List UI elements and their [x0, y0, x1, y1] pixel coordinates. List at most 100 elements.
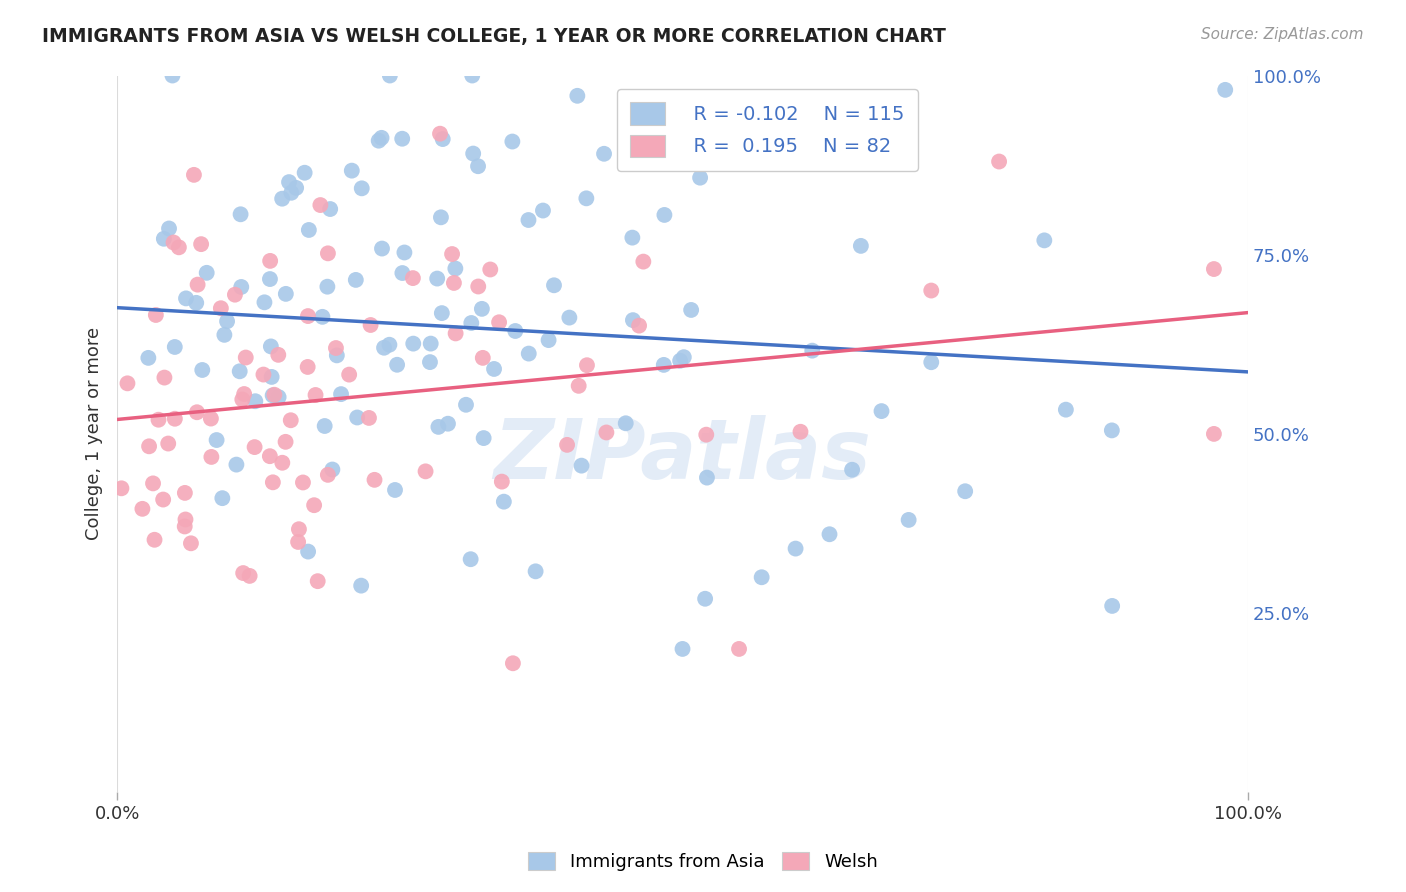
Point: [491, 475, 513, 489]
Point: [187, 277, 209, 292]
Point: [415, 464, 437, 478]
Point: [460, 316, 482, 330]
Point: [162, 235, 184, 250]
Point: [245, 394, 267, 409]
Point: [471, 301, 494, 316]
Point: [363, 473, 385, 487]
Point: [233, 387, 256, 401]
Point: [186, 405, 208, 419]
Point: [157, 221, 180, 235]
Point: [517, 346, 540, 360]
Point: [669, 353, 692, 368]
Point: [307, 574, 329, 589]
Point: [501, 135, 523, 149]
Point: [252, 368, 274, 382]
Point: [209, 301, 232, 316]
Point: [621, 230, 644, 244]
Point: [593, 146, 616, 161]
Point: [297, 309, 319, 323]
Point: [988, 154, 1011, 169]
Point: [285, 181, 308, 195]
Point: [371, 242, 394, 256]
Point: [280, 413, 302, 427]
Point: [314, 419, 336, 434]
Point: [444, 326, 467, 341]
Legend: Immigrants from Asia, Welsh: Immigrants from Asia, Welsh: [522, 845, 884, 879]
Point: [153, 232, 176, 246]
Point: [671, 642, 693, 657]
Text: IMMIGRANTS FROM ASIA VS WELSH COLLEGE, 1 YEAR OR MORE CORRELATION CHART: IMMIGRANTS FROM ASIA VS WELSH COLLEGE, 1…: [42, 27, 946, 45]
Point: [330, 387, 353, 401]
Point: [162, 69, 184, 83]
Point: [267, 348, 290, 362]
Point: [801, 343, 824, 358]
Point: [681, 302, 703, 317]
Point: [818, 527, 841, 541]
Point: [444, 261, 467, 276]
Point: [402, 336, 425, 351]
Point: [337, 368, 360, 382]
Point: [1033, 233, 1056, 247]
Point: [517, 213, 540, 227]
Point: [138, 439, 160, 453]
Y-axis label: College, 1 year or more: College, 1 year or more: [86, 327, 103, 541]
Point: [426, 271, 449, 285]
Point: [696, 470, 718, 484]
Point: [575, 191, 598, 205]
Point: [378, 69, 401, 83]
Point: [224, 287, 246, 301]
Point: [849, 239, 872, 253]
Point: [190, 237, 212, 252]
Point: [1101, 599, 1123, 613]
Point: [183, 168, 205, 182]
Point: [430, 306, 453, 320]
Point: [402, 271, 425, 285]
Point: [367, 134, 389, 148]
Point: [1054, 402, 1077, 417]
Point: [502, 657, 524, 671]
Point: [309, 198, 332, 212]
Point: [454, 398, 477, 412]
Point: [897, 513, 920, 527]
Point: [378, 337, 401, 351]
Point: [695, 427, 717, 442]
Point: [728, 642, 751, 657]
Point: [274, 434, 297, 449]
Point: [138, 351, 160, 365]
Point: [1202, 426, 1225, 441]
Point: [432, 132, 454, 146]
Point: [195, 266, 218, 280]
Point: [311, 310, 333, 324]
Point: [689, 170, 711, 185]
Point: [441, 247, 464, 261]
Point: [543, 278, 565, 293]
Point: [1101, 423, 1123, 437]
Point: [297, 544, 319, 558]
Point: [319, 202, 342, 216]
Point: [953, 484, 976, 499]
Point: [789, 425, 811, 439]
Point: [575, 358, 598, 372]
Point: [492, 494, 515, 508]
Point: [505, 324, 527, 338]
Point: [443, 276, 465, 290]
Point: [350, 181, 373, 195]
Point: [287, 535, 309, 549]
Point: [595, 425, 617, 440]
Point: [259, 449, 281, 463]
Point: [751, 570, 773, 584]
Point: [200, 450, 222, 464]
Point: [628, 318, 651, 333]
Point: [870, 404, 893, 418]
Point: [173, 519, 195, 533]
Point: [463, 146, 485, 161]
Point: [302, 498, 325, 512]
Point: [467, 279, 489, 293]
Point: [167, 240, 190, 254]
Point: [131, 501, 153, 516]
Point: [191, 363, 214, 377]
Point: [1202, 262, 1225, 277]
Point: [920, 284, 942, 298]
Point: [174, 512, 197, 526]
Point: [294, 166, 316, 180]
